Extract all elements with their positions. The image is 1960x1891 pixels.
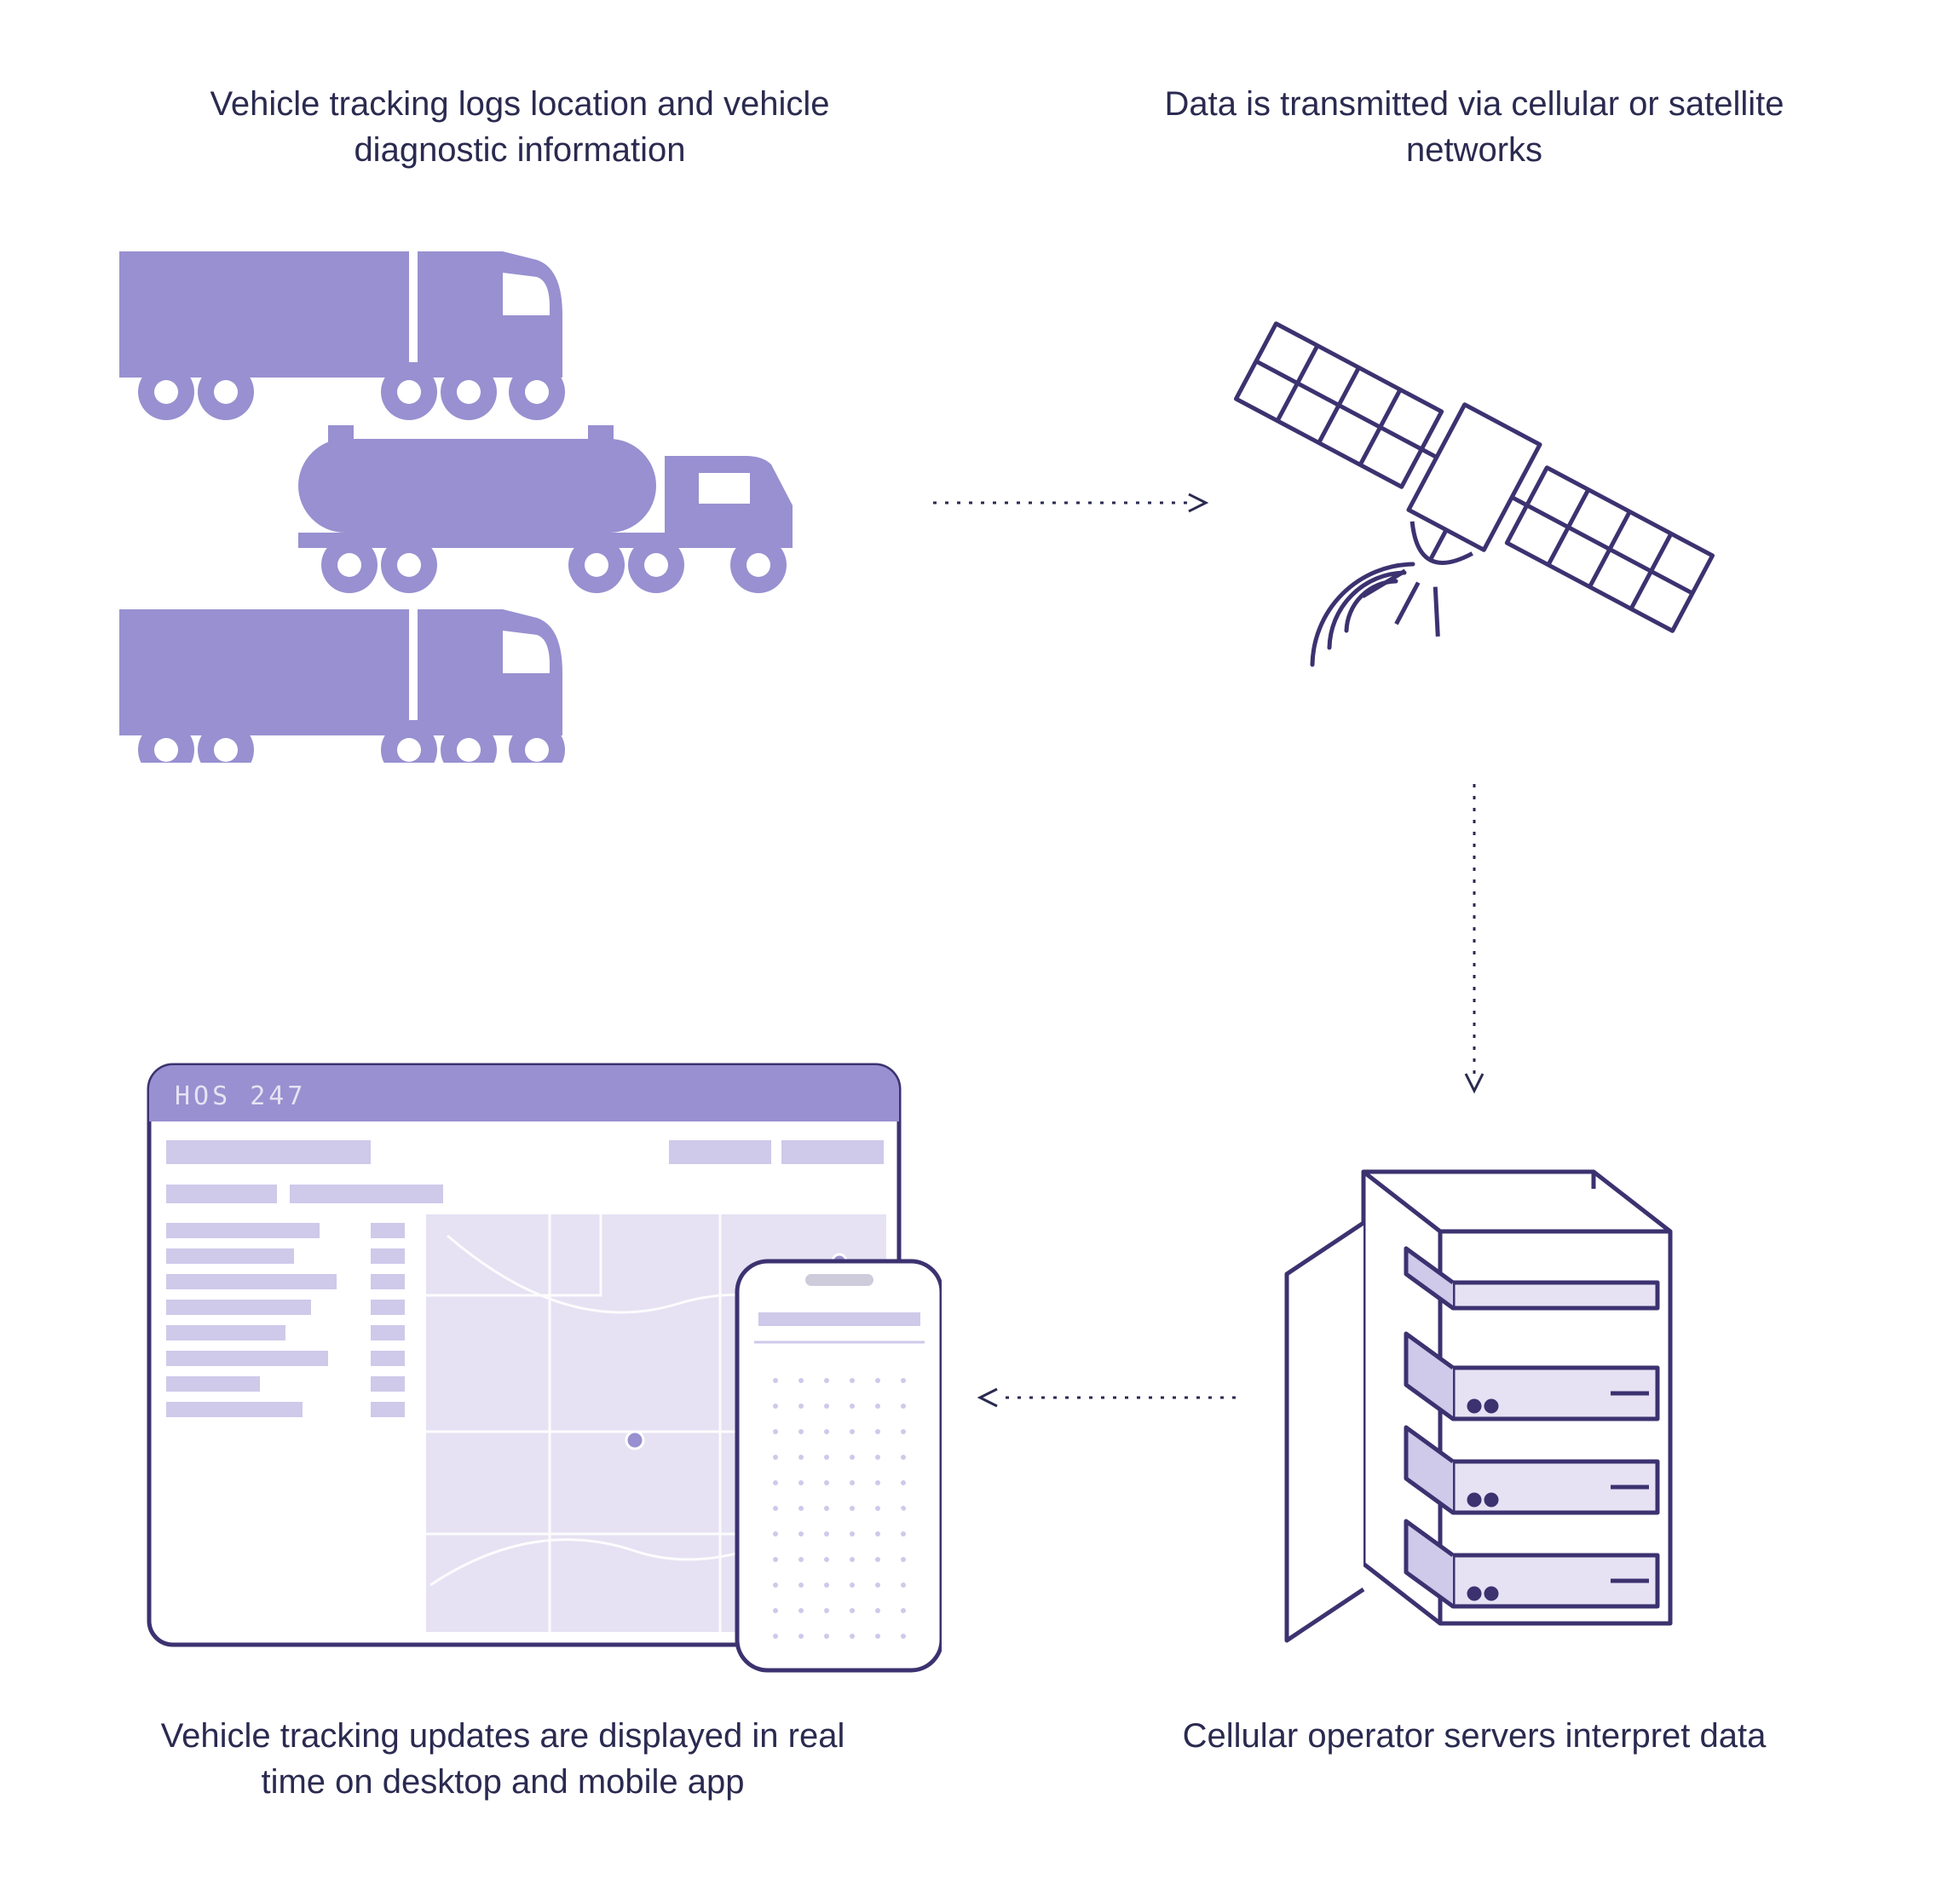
caption-top-left: Vehicle tracking logs location and vehic… <box>196 81 844 173</box>
caption-top-right: Data is transmitted via cellular or sate… <box>1150 81 1798 173</box>
trucks-icon <box>102 234 869 763</box>
server-icon <box>1253 1138 1696 1666</box>
dashboard-title-text: HOS 247 <box>175 1081 306 1111</box>
caption-bottom-right: Cellular operator servers interpret data <box>1150 1713 1798 1759</box>
caption-bottom-left: Vehicle tracking updates are displayed i… <box>136 1713 869 1805</box>
satellite-icon <box>1202 205 1747 750</box>
arrow-right-icon <box>925 486 1214 520</box>
arrow-down-icon <box>1457 775 1491 1099</box>
arrow-left-icon <box>971 1381 1244 1415</box>
devices-icon: HOS 247 <box>124 1040 942 1687</box>
